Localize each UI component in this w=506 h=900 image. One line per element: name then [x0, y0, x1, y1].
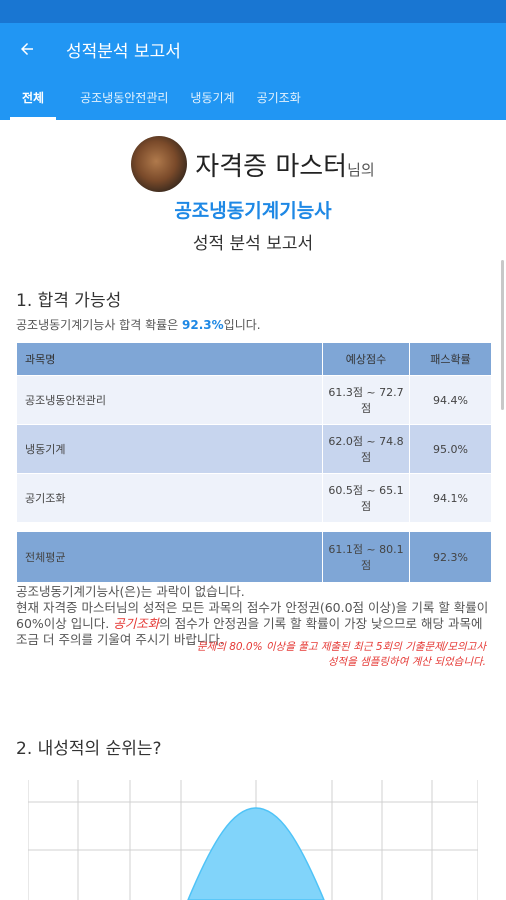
desc-line-1: 공조냉동기계기능사(은)는 과락이 없습니다.	[16, 584, 245, 599]
desc-line-3: 의 점수가 안정권을 기록 할 확률이 가장 낮으므로 해당 과목에 조금 더 …	[16, 616, 483, 647]
section-pass-title: 1. 합격 가능성	[16, 291, 122, 311]
pass-summary: 공조냉동기계기능사 합격 확률은 92.3%입니다.	[16, 316, 261, 333]
user-name: 자격증 마스터	[195, 151, 348, 182]
weak-subject: 공기조화	[113, 616, 160, 631]
status-bar	[0, 0, 506, 23]
summary-suffix: 입니다.	[223, 318, 261, 332]
table-average-row: 전체평균 61.1점 ~ 80.1점 92.3%	[16, 531, 492, 583]
score-cell: 61.3점 ~ 72.7점	[322, 375, 410, 425]
desc-line-2: 현재 자격증 마스터님의 성적은 모든 과목의 점수가 안정권(60.0점 이상…	[16, 600, 489, 631]
summary-prefix: 공조냉동기계기능사 합격 확률은	[16, 318, 183, 332]
subject-cell: 공조냉동안전관리	[16, 375, 323, 425]
app-bar: 성적분석 보고서	[0, 23, 506, 75]
average-label: 전체평균	[16, 531, 323, 583]
tab-safety[interactable]: 공조냉동안전관리	[80, 91, 169, 105]
certificate-name: 공조냉동기계기능사	[174, 200, 332, 222]
header-pass: 패스확률	[409, 342, 492, 376]
table-gap	[16, 522, 492, 532]
score-cell: 62.0점 ~ 74.8점	[322, 424, 410, 474]
scrollbar[interactable]	[501, 260, 504, 410]
pass-cell: 94.4%	[409, 375, 492, 425]
tab-all[interactable]: 전체	[9, 75, 57, 120]
score-cell: 60.5점 ~ 65.1점	[322, 473, 410, 523]
report-content[interactable]: 자격증 마스터 님의 공조냉동기계기능사 성적 분석 보고서 1. 합격 가능성…	[0, 120, 506, 900]
avatar	[131, 136, 188, 192]
report-title: 성적 분석 보고서	[192, 234, 314, 254]
subject-cell: 공기조화	[16, 473, 323, 523]
tab-refrigeration[interactable]: 냉동기계	[190, 91, 235, 105]
table-row: 공조냉동안전관리 61.3점 ~ 72.7점 94.4%	[16, 375, 492, 425]
desc-body: 현재 자격증 마스터님의 성적은 모든 과목의 점수가 안정권(60.0점 이상…	[16, 600, 490, 648]
back-arrow-icon[interactable]	[18, 40, 36, 58]
header-subject: 과목명	[16, 342, 323, 376]
rank-distribution-graph	[28, 780, 478, 900]
table-row: 냉동기계 62.0점 ~ 74.8점 95.0%	[16, 424, 492, 474]
table-header-row: 과목명 예상점수 패스확률	[16, 342, 492, 376]
pass-cell: 95.0%	[409, 424, 492, 474]
header-score: 예상점수	[322, 342, 410, 376]
subject-cell: 냉동기계	[16, 424, 323, 474]
section-rank-title: 2. 내성적의 순위는?	[16, 739, 162, 759]
analysis-description: 공조냉동기계기능사(은)는 과락이 없습니다. 현재 자격증 마스터님의 성적은…	[16, 584, 490, 648]
average-score: 61.1점 ~ 80.1점	[322, 531, 410, 583]
report-header: 자격증 마스터 님의 공조냉동기계기능사 성적 분석 보고서	[0, 136, 506, 254]
pass-percentage: 92.3%	[182, 318, 224, 332]
user-suffix: 님의	[347, 160, 375, 179]
page-title: 성적분석 보고서	[66, 41, 181, 62]
tab-bar: 전체 공조냉동안전관리 냉동기계 공기조화	[0, 75, 506, 120]
score-table: 과목명 예상점수 패스확률 공조냉동안전관리 61.3점 ~ 72.7점 94.…	[16, 342, 492, 583]
table-row: 공기조화 60.5점 ~ 65.1점 94.1%	[16, 473, 492, 523]
calculation-note: 문제의 80.0% 이상을 풀고 제출된 최근 5회의 기출문제/모의고사 성적…	[196, 641, 486, 668]
average-pass: 92.3%	[409, 531, 492, 583]
tab-air-conditioning[interactable]: 공기조화	[256, 91, 301, 105]
pass-cell: 94.1%	[409, 473, 492, 523]
